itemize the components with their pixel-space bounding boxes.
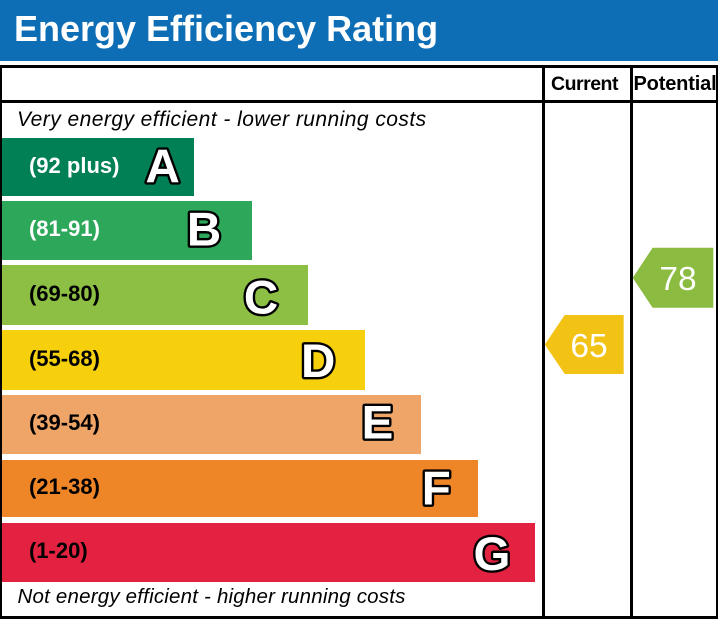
svg-text:78: 78 <box>659 261 696 298</box>
svg-text:D: D <box>301 335 335 388</box>
svg-text:65: 65 <box>570 328 607 365</box>
svg-text:C: C <box>244 271 278 324</box>
svg-text:A: A <box>145 141 179 194</box>
svg-text:G: G <box>474 528 511 581</box>
svg-text:F: F <box>422 462 451 515</box>
svg-text:E: E <box>362 397 394 450</box>
svg-text:B: B <box>187 204 221 257</box>
